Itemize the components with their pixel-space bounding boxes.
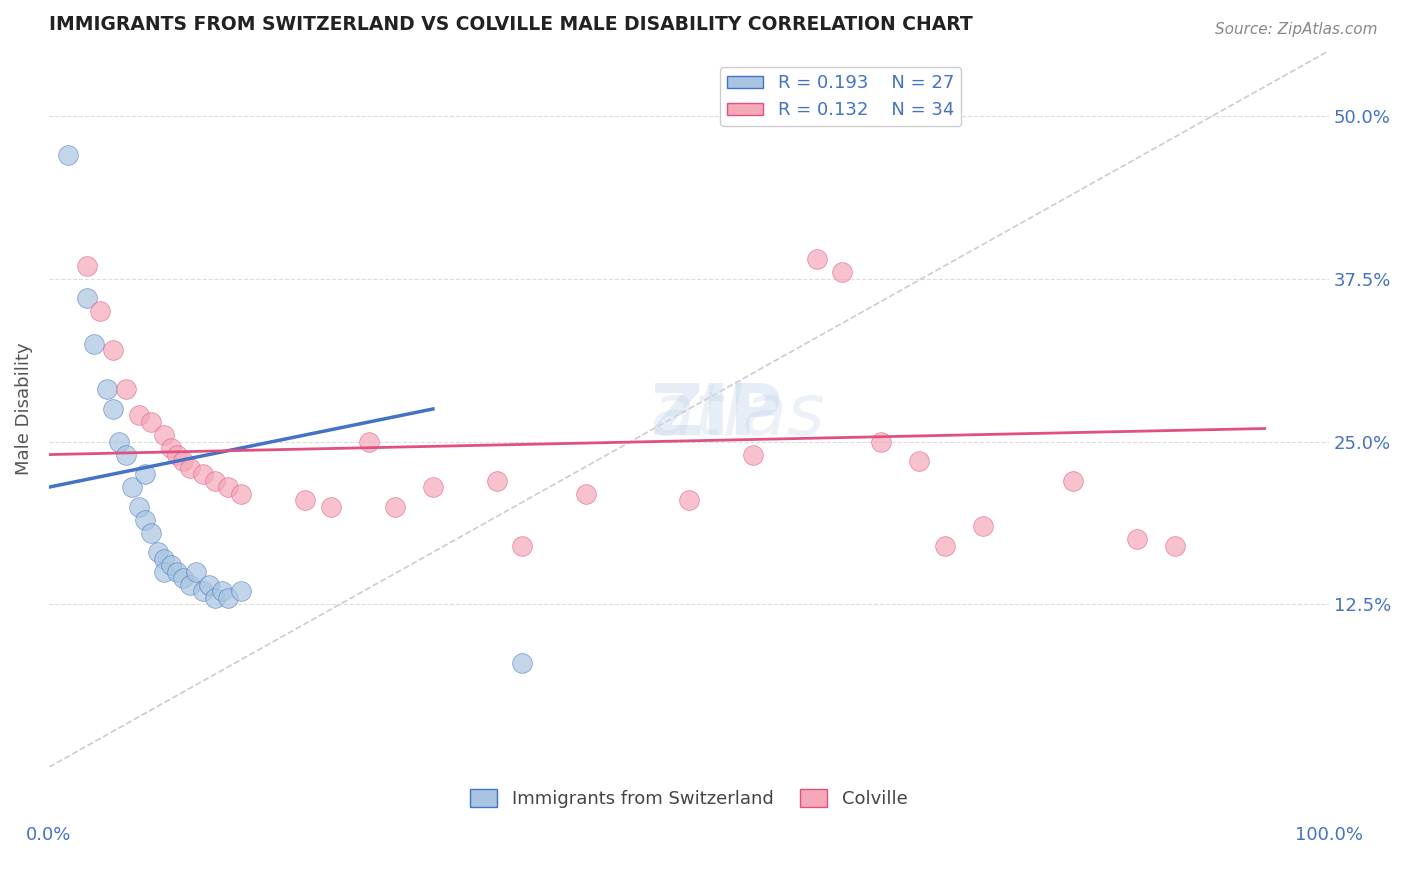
Point [319,500,342,514]
Point [357,434,380,449]
Point [678,493,700,508]
Point [159,441,181,455]
Point [972,519,994,533]
Point [114,448,136,462]
Point [204,474,226,488]
Point [485,474,508,488]
Point [166,448,188,462]
Point [56,148,79,162]
Point [1164,539,1187,553]
Point [229,486,252,500]
Point [422,480,444,494]
Point [217,480,239,494]
Point [179,578,201,592]
Text: Source: ZipAtlas.com: Source: ZipAtlas.com [1215,22,1378,37]
Point [114,383,136,397]
Point [96,383,118,397]
Point [128,500,150,514]
Point [204,591,226,605]
Point [294,493,316,508]
Point [384,500,406,514]
Point [134,513,156,527]
Point [211,584,233,599]
Point [159,558,181,573]
Point [153,551,176,566]
Text: 100.0%: 100.0% [1295,826,1362,844]
Text: 0.0%: 0.0% [27,826,72,844]
Point [229,584,252,599]
Text: atlas: atlas [651,381,825,450]
Point [1126,532,1149,546]
Text: IMMIGRANTS FROM SWITZERLAND VS COLVILLE MALE DISABILITY CORRELATION CHART: IMMIGRANTS FROM SWITZERLAND VS COLVILLE … [49,15,973,34]
Point [172,571,194,585]
Point [575,486,598,500]
Point [217,591,239,605]
Point [121,480,143,494]
Point [76,259,98,273]
Point [108,434,131,449]
Point [191,584,214,599]
Point [89,304,111,318]
Point [134,467,156,481]
Point [806,252,828,267]
Point [512,656,534,670]
Point [172,454,194,468]
Point [198,578,221,592]
Point [741,448,763,462]
Point [146,545,169,559]
Point [153,428,176,442]
Legend: Immigrants from Switzerland, Colville: Immigrants from Switzerland, Colville [463,781,915,815]
Y-axis label: Male Disability: Male Disability [15,343,32,475]
Point [179,460,201,475]
Point [76,291,98,305]
Point [101,401,124,416]
Point [934,539,956,553]
Point [1062,474,1084,488]
Point [83,336,105,351]
Point [831,265,853,279]
Point [908,454,931,468]
Point [141,415,163,429]
Point [869,434,891,449]
Point [166,565,188,579]
Point [512,539,534,553]
Point [153,565,176,579]
Point [101,343,124,358]
Text: ZIP: ZIP [651,381,783,450]
Point [141,525,163,540]
Point [191,467,214,481]
Point [128,409,150,423]
Point [186,565,208,579]
